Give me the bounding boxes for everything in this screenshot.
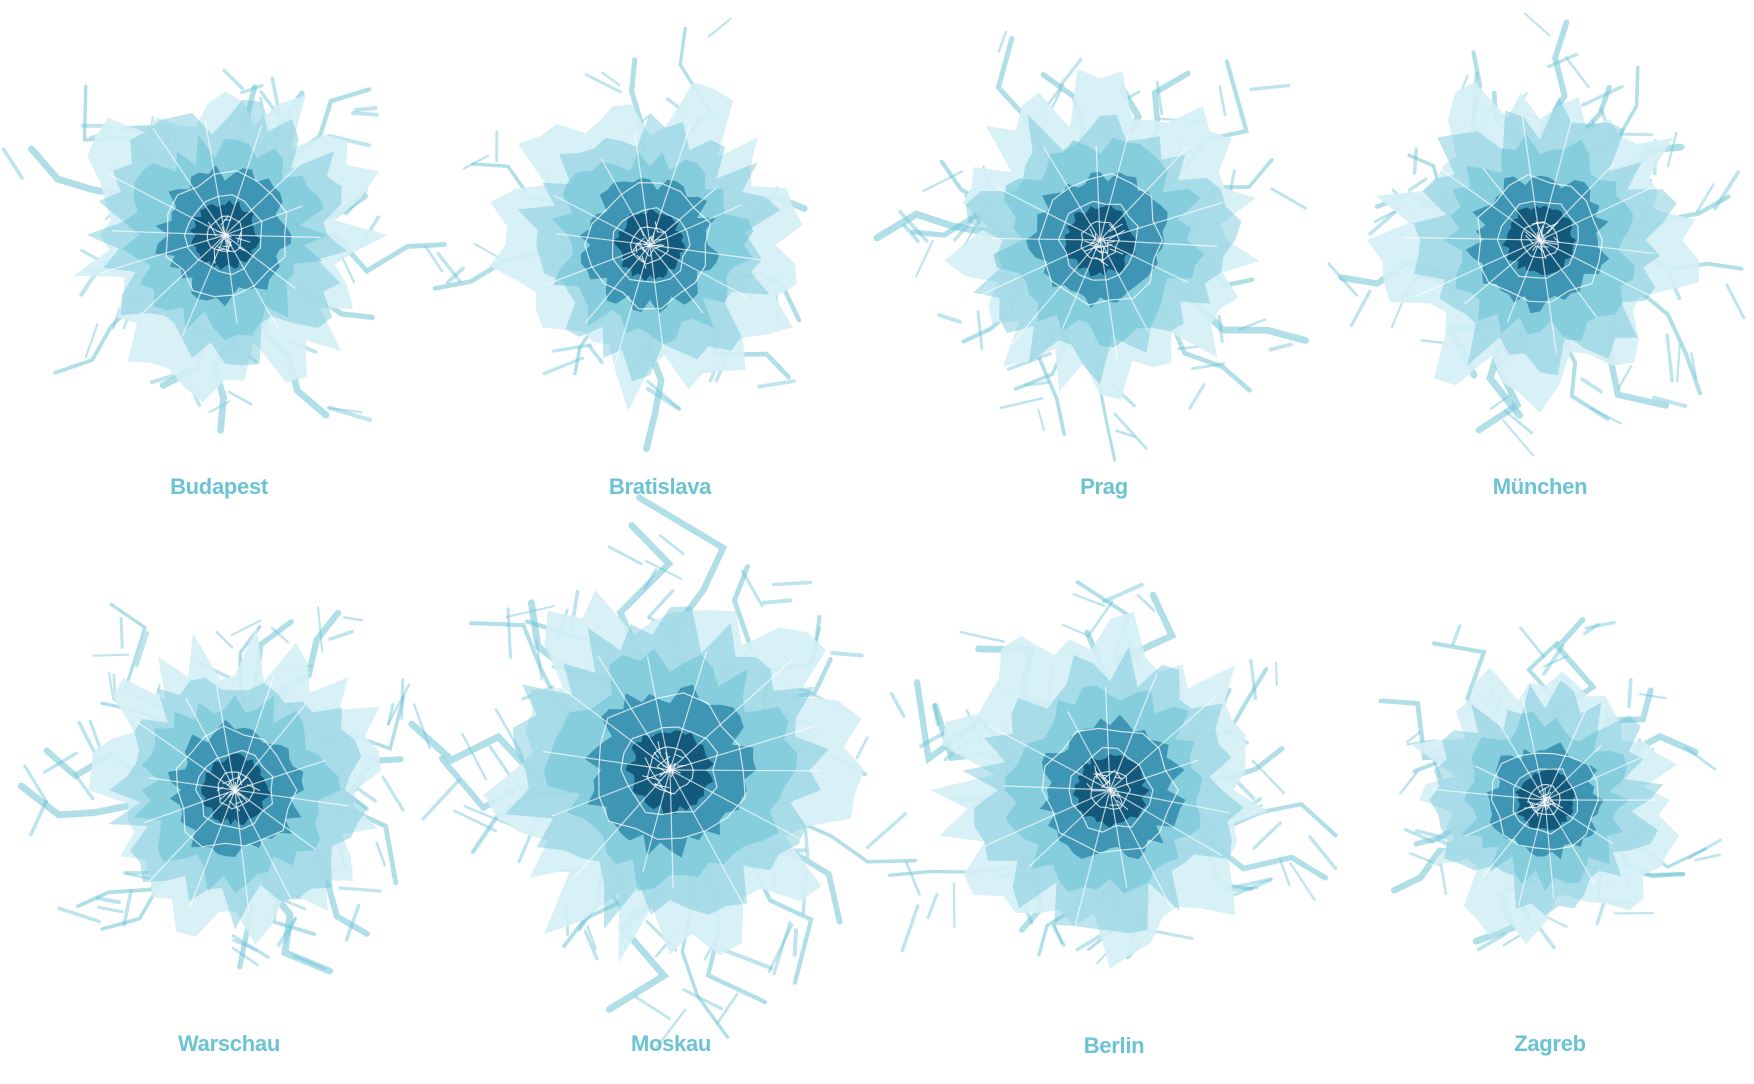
city-map-bratislava: [424, 17, 808, 453]
city-map-budapest: [1, 68, 462, 434]
city-map-moskau: [408, 494, 921, 1051]
city-label-warschau: Warschau: [178, 1031, 280, 1056]
city-label-bratislava: Bratislava: [608, 474, 712, 499]
city-map-prag: [873, 30, 1309, 462]
city-label-moskau: Moskau: [630, 1031, 712, 1056]
city-label-muenchen: München: [1492, 474, 1588, 499]
city-map-zagreb: [1378, 617, 1722, 952]
city-label-zagreb: Zagreb: [1514, 1031, 1586, 1056]
city-label-prag: Prag: [1080, 474, 1128, 499]
city-map-muenchen: [1327, 12, 1746, 457]
city-label-berlin: Berlin: [1083, 1033, 1145, 1058]
city-map-berlin: [888, 580, 1338, 969]
city-map-warschau: [17, 602, 411, 975]
city-label-budapest: Budapest: [170, 474, 268, 499]
